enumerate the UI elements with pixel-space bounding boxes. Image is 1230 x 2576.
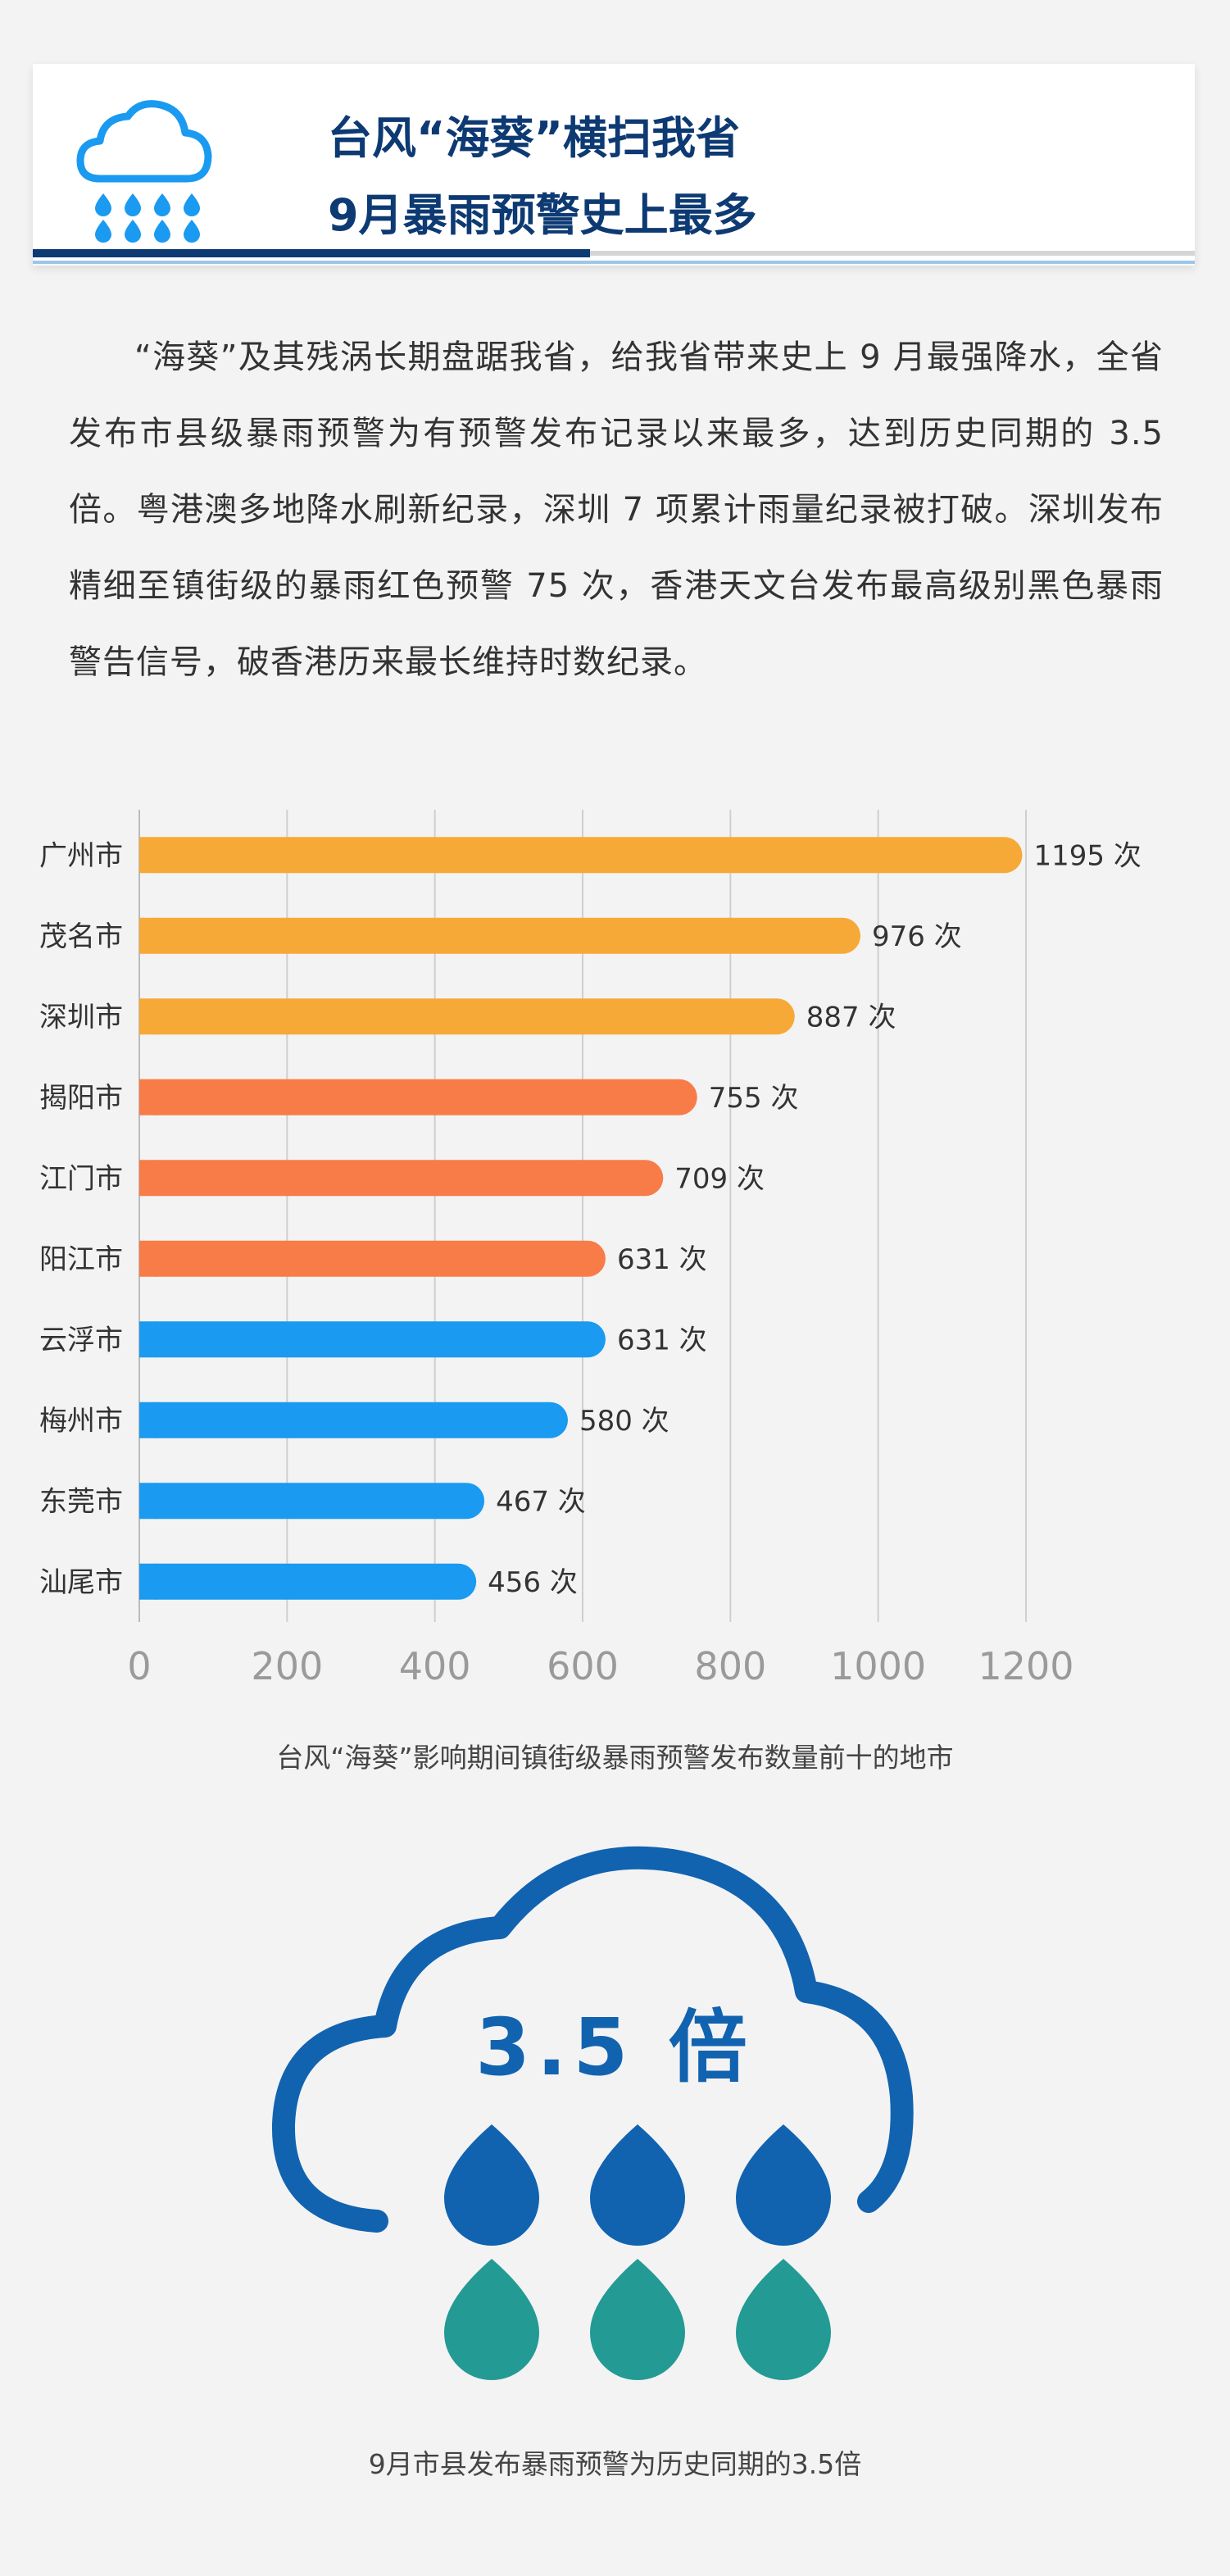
x-tick-label: 400 (399, 1644, 471, 1688)
value-label: 631 次 (617, 1243, 707, 1276)
bar (139, 917, 861, 954)
value-label: 976 次 (872, 920, 962, 953)
bar (139, 1563, 477, 1600)
category-label: 茂名市 (39, 920, 123, 953)
bar-base (139, 1563, 157, 1600)
category-label: 阳江市 (39, 1243, 123, 1276)
bar (139, 1079, 697, 1115)
title-line-2: 9月暴雨预警史上最多 (328, 189, 757, 241)
category-label: 深圳市 (39, 1001, 123, 1034)
category-label: 东莞市 (39, 1485, 123, 1518)
intro-paragraph: “海葵”及其残涡长期盘踞我省，给我省带来史上 9 月最强降水，全省发布市县级暴雨… (69, 338, 1164, 681)
bar (139, 837, 1023, 874)
category-label: 梅州市 (39, 1405, 123, 1438)
value-label: 887 次 (806, 1001, 896, 1034)
category-label: 揭阳市 (39, 1082, 123, 1115)
value-label: 631 次 (617, 1324, 707, 1356)
category-label: 江门市 (39, 1162, 123, 1195)
category-label: 汕尾市 (39, 1566, 123, 1599)
x-tick-label: 1000 (830, 1644, 926, 1688)
x-tick-label: 600 (547, 1644, 619, 1688)
bar-base (139, 1079, 157, 1115)
chart-caption: 台风“海葵”影响期间镇街级暴雨预警发布数量前十的地市 (276, 1742, 954, 1774)
header-divider-blue (33, 261, 1195, 264)
bar-base (139, 998, 157, 1035)
x-tick-label: 1200 (978, 1644, 1073, 1688)
bar-base (139, 1160, 157, 1197)
header-divider-light (590, 251, 1195, 256)
bar-base (139, 1402, 157, 1438)
raindrops-top-row (444, 2124, 831, 2246)
title-line-1: 台风“海葵”横扫我省 (328, 112, 740, 164)
value-label: 456 次 (488, 1566, 578, 1599)
bar (139, 1160, 664, 1197)
x-tick-label: 800 (694, 1644, 766, 1688)
category-label: 广州市 (39, 839, 123, 872)
page-title: 台风“海葵”横扫我省 9月暴雨预警史上最多 (328, 100, 757, 254)
bar (139, 1240, 606, 1277)
bar-base (139, 1240, 157, 1277)
x-tick-label: 0 (127, 1644, 151, 1688)
bar (139, 998, 795, 1035)
bottom-caption: 9月市县发布暴雨预警为历史同期的3.5倍 (368, 2448, 862, 2480)
x-tick-label: 200 (251, 1644, 323, 1688)
bar (139, 1483, 485, 1520)
rain-cloud-icon (76, 100, 212, 243)
bar-base (139, 1321, 157, 1358)
raindrops-bottom-row (444, 2259, 831, 2380)
header-divider-dark (33, 249, 590, 257)
header-card: 台风“海葵”横扫我省 9月暴雨预警史上最多 (33, 64, 1195, 266)
factor-text: 3.5 倍 (475, 2001, 754, 2093)
cloud-graphic: 3.5 倍 (262, 1836, 967, 2393)
bar-base (139, 837, 157, 874)
value-label: 467 次 (496, 1485, 586, 1518)
bar-base (139, 917, 157, 954)
value-label: 1195 次 (1033, 839, 1141, 872)
category-label: 云浮市 (39, 1324, 123, 1356)
bar (139, 1402, 568, 1438)
bar-chart: 0 200 400 600 800 1000 1200 广州市 1195 次茂名市 976 次深圳… (0, 803, 1230, 1713)
cloud-raindrops-icon (271, 1846, 914, 2380)
bar-base (139, 1483, 157, 1520)
bar (139, 1321, 606, 1358)
value-label: 755 次 (709, 1082, 799, 1115)
value-label: 709 次 (674, 1162, 765, 1195)
value-label: 580 次 (579, 1405, 669, 1438)
